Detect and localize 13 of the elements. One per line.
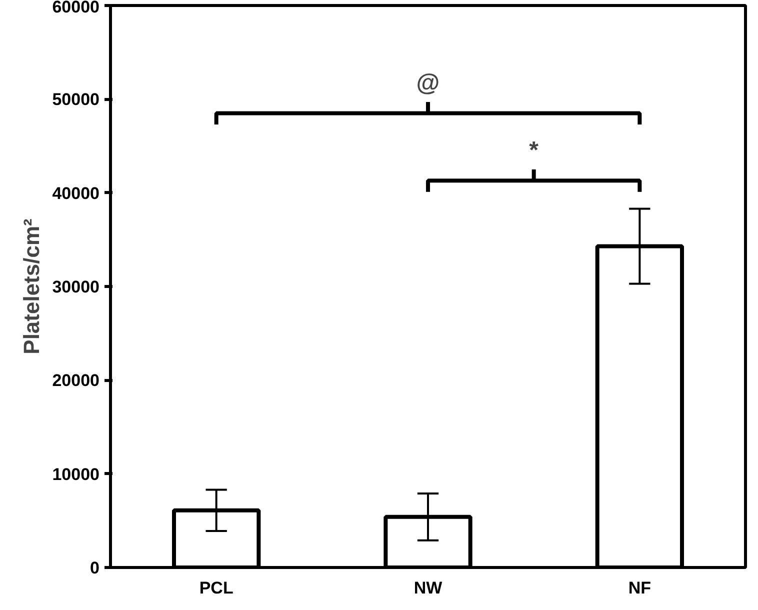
x-tick-label: NW (414, 578, 444, 598)
y-axis-title: Platelets/cm² (19, 218, 44, 354)
annotation: * (529, 136, 540, 164)
y-tick-label: 30000 (52, 278, 100, 296)
x-tick-label: PCL (199, 578, 234, 598)
y-tick-label: 20000 (52, 371, 100, 390)
y-tick-label: 40000 (52, 184, 100, 203)
annotation: @ (416, 69, 440, 96)
y-tick-label: 60000 (52, 0, 100, 16)
x-tick-label: NF (628, 578, 652, 598)
y-tick-label: 10000 (52, 464, 100, 484)
y-tick-label: 50000 (52, 90, 100, 110)
y-tick-label: 0 (90, 558, 100, 578)
